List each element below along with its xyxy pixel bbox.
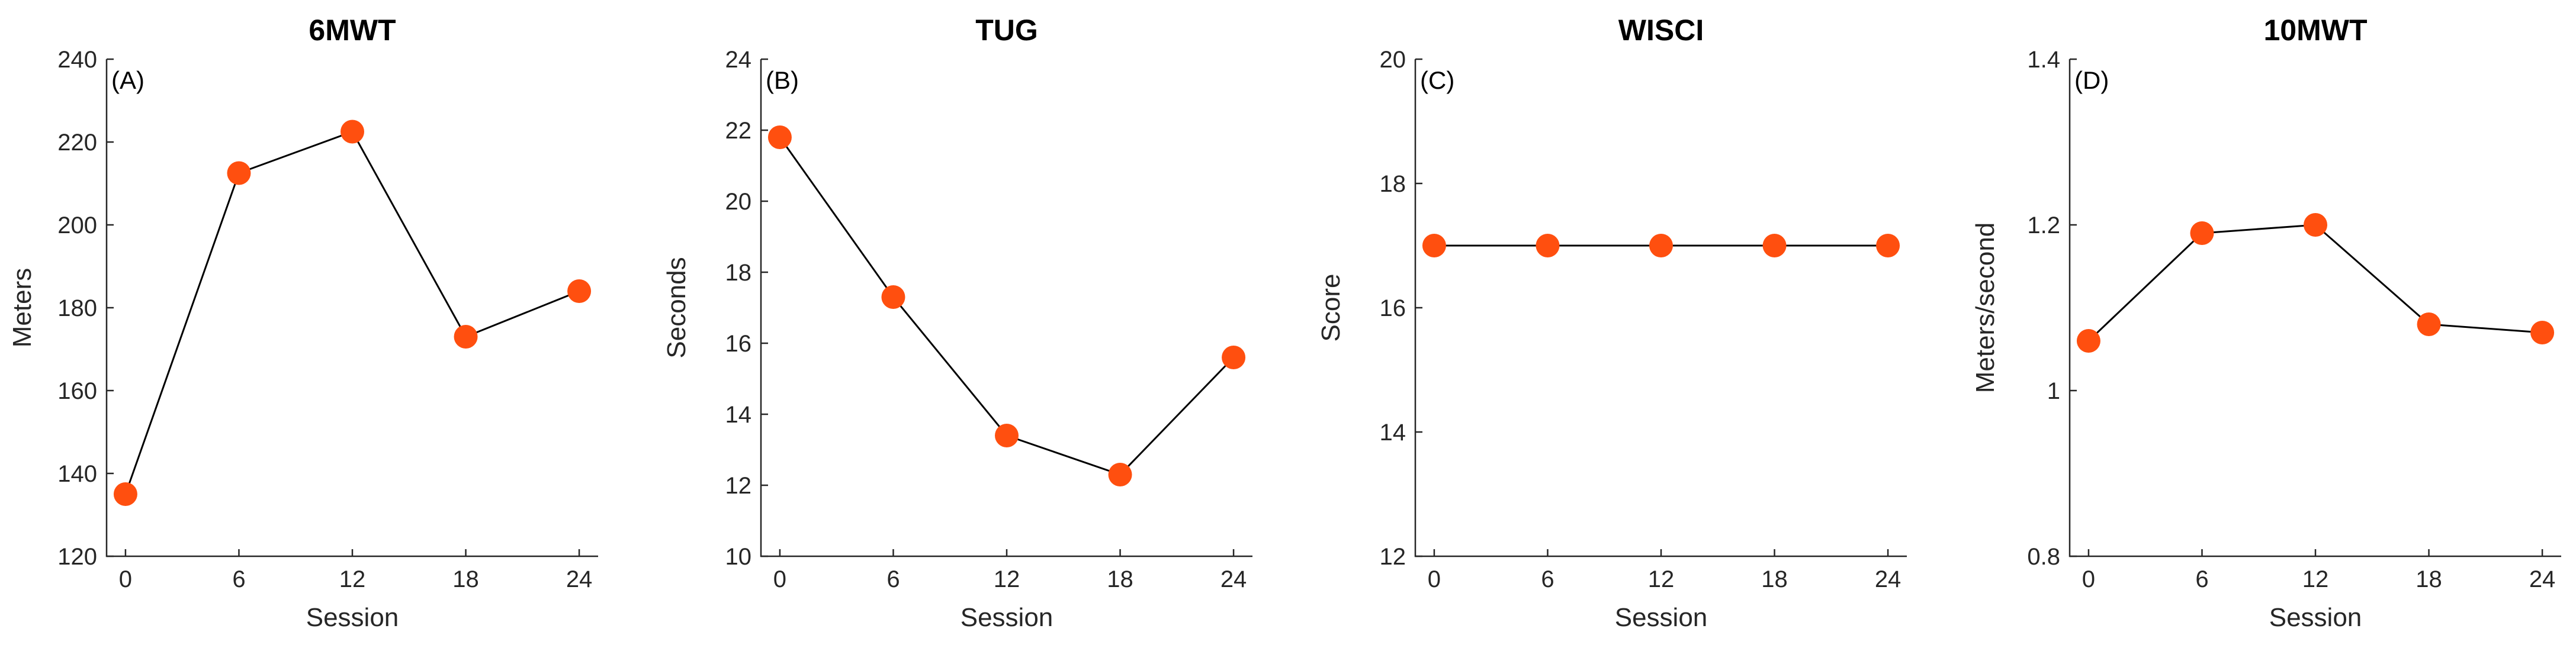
y-tick-label: 220 [57, 130, 97, 156]
y-tick-label: 22 [725, 118, 752, 144]
y-tick-label: 14 [1380, 420, 1406, 446]
data-point [2190, 221, 2214, 245]
data-point [1422, 234, 1446, 257]
axes [2068, 59, 2561, 557]
x-tick-label: 18 [1761, 566, 1788, 592]
x-tick-label: 6 [232, 566, 245, 592]
chart-title: WISCI [1618, 14, 1704, 47]
x-tick-label: 12 [994, 566, 1020, 592]
y-axis-label: Meters [8, 268, 37, 347]
y-tick-label: 1.4 [2027, 47, 2060, 73]
data-point [1762, 234, 1787, 257]
x-axis-label: Session [306, 603, 399, 632]
y-tick-label: 16 [1380, 295, 1406, 321]
y-tick-label: 240 [57, 47, 97, 73]
y-tick-label: 18 [725, 260, 752, 286]
y-axis-label: Score [1316, 274, 1345, 342]
y-tick-label: 14 [725, 402, 752, 428]
x-tick-label: 18 [452, 566, 479, 592]
y-tick-label: 160 [57, 378, 97, 404]
panel-label: (B) [766, 66, 799, 94]
x-tick-label: 18 [1107, 566, 1133, 592]
data-point [2076, 329, 2100, 353]
x-tick-label: 0 [2082, 566, 2095, 592]
data-point [567, 279, 592, 303]
data-point [995, 424, 1019, 447]
y-tick-label: 200 [57, 212, 97, 238]
x-tick-label: 12 [1648, 566, 1675, 592]
data-point [2304, 213, 2327, 237]
x-tick-label: 24 [2529, 566, 2556, 592]
data-point [2417, 312, 2441, 336]
panel-label: (A) [111, 66, 144, 94]
x-tick-label: 0 [1428, 566, 1441, 592]
y-tick-label: 12 [1380, 544, 1406, 570]
x-tick-label: 6 [1541, 566, 1554, 592]
y-tick-label: 20 [725, 189, 752, 215]
x-tick-label: 0 [773, 566, 786, 592]
chart-title: 10MWT [2264, 14, 2368, 47]
axes [760, 59, 1252, 557]
panel-label: (D) [2074, 66, 2109, 94]
data-point [2530, 321, 2555, 344]
y-axis-label: Meters/second [1971, 223, 2000, 394]
x-tick-label: 24 [1220, 566, 1247, 592]
x-axis-label: Session [961, 603, 1053, 632]
axes [1414, 59, 1907, 557]
y-tick-label: 1.2 [2027, 212, 2060, 238]
y-tick-label: 18 [1380, 171, 1406, 197]
data-point [767, 125, 792, 149]
data-point [113, 482, 137, 506]
y-tick-label: 16 [725, 331, 752, 357]
panel-label: (C) [1420, 66, 1454, 94]
y-tick-label: 180 [57, 295, 97, 321]
y-tick-label: 1 [2047, 378, 2060, 404]
x-tick-label: 12 [339, 566, 366, 592]
y-tick-label: 12 [725, 473, 752, 499]
chart-title: 6MWT [309, 14, 396, 47]
data-point [1649, 234, 1673, 257]
chart-title: TUG [975, 14, 1038, 47]
x-axis-label: Session [1615, 603, 1708, 632]
panel-wisci: WISCI 12 14 16 18 20 0 6 12 18 24 Session Score (C) [1316, 14, 1907, 632]
x-axis-label: Session [2269, 603, 2362, 632]
x-tick-label: 24 [1875, 566, 1902, 592]
data-point [227, 161, 251, 185]
panel-tug: TUG 10 12 14 16 18 20 22 24 0 6 12 18 24 Session Second… [662, 14, 1252, 632]
y-tick-label: 120 [57, 544, 97, 570]
x-tick-label: 6 [886, 566, 900, 592]
data-point [1108, 463, 1132, 486]
data-point [881, 285, 905, 309]
series-line [2087, 224, 2543, 342]
y-tick-label: 10 [725, 544, 752, 570]
y-tick-label: 20 [1380, 47, 1406, 73]
data-point [1876, 234, 1900, 257]
panel-6mwt: 6MWT 120 140 160 180 200 220 240 0 6 12 18 24 Session… [8, 14, 598, 632]
x-tick-label: 24 [566, 566, 593, 592]
y-axis-label: Seconds [662, 257, 691, 358]
x-tick-label: 0 [119, 566, 132, 592]
data-point [341, 120, 364, 144]
x-tick-label: 6 [2195, 566, 2208, 592]
y-tick-label: 0.8 [2027, 544, 2060, 570]
x-tick-label: 12 [2302, 566, 2329, 592]
data-point [1222, 346, 1246, 369]
series-line [124, 130, 580, 495]
data-point [454, 325, 478, 349]
y-tick-label: 140 [57, 461, 97, 487]
data-point [1536, 234, 1560, 257]
panel-10mwt: 10MWT 0.8 1 1.2 1.4 0 6 12 18 24 Session Meters/sec… [1971, 14, 2561, 632]
x-tick-label: 18 [2416, 566, 2442, 592]
y-tick-label: 24 [725, 47, 752, 73]
